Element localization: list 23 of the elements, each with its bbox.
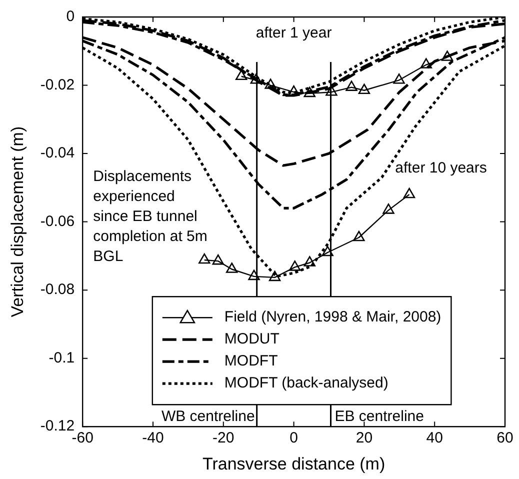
y-tick-label: -0.02 xyxy=(40,76,75,94)
legend-label: Field (Nyren, 1998 & Mair, 2008) xyxy=(224,308,442,326)
ref-line-label: WB centreline xyxy=(161,408,255,426)
x-tick-label: 0 xyxy=(290,430,298,447)
annotation: after 1 year xyxy=(256,24,332,42)
y-tick-label: 0 xyxy=(66,8,75,26)
y-tick-label: -0.06 xyxy=(40,212,75,230)
annotation: Displacements experienced since EB tunnel completion at 5m BGL xyxy=(93,168,208,265)
y-tick-label: -0.08 xyxy=(40,281,75,298)
y-tick-label: -0.04 xyxy=(40,144,75,162)
legend-label: MODFT (back-analysed) xyxy=(224,374,388,392)
x-tick-label: -20 xyxy=(212,430,234,447)
x-tick-label: 60 xyxy=(496,430,514,447)
annotation: after 10 years xyxy=(395,160,487,177)
x-tick-label: 20 xyxy=(356,430,373,447)
ref-line-label: EB centreline xyxy=(334,408,424,426)
x-tick-label: -40 xyxy=(142,430,164,447)
legend-label: MODUT xyxy=(224,330,280,348)
legend-label: MODFT xyxy=(224,352,278,370)
y-axis-title: Vertical displacement (m) xyxy=(8,126,27,318)
x-axis-title: Transverse distance (m) xyxy=(202,454,386,474)
x-tick-label: 40 xyxy=(426,430,443,447)
y-tick-label: -0.1 xyxy=(48,349,75,366)
